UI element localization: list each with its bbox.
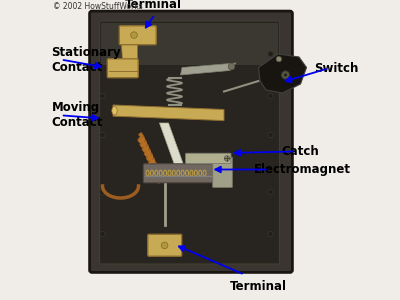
Text: Switch: Switch (314, 62, 358, 76)
Ellipse shape (224, 156, 230, 161)
Text: Stationary
Contact: Stationary Contact (52, 46, 121, 74)
Ellipse shape (100, 231, 105, 237)
FancyBboxPatch shape (143, 164, 213, 183)
Ellipse shape (268, 231, 273, 237)
FancyBboxPatch shape (186, 153, 231, 164)
Ellipse shape (284, 74, 287, 76)
Ellipse shape (112, 106, 117, 115)
Polygon shape (258, 54, 306, 93)
Ellipse shape (268, 189, 273, 195)
Ellipse shape (161, 242, 168, 249)
Ellipse shape (131, 32, 137, 38)
Text: Catch: Catch (281, 145, 319, 158)
Polygon shape (120, 44, 137, 60)
FancyBboxPatch shape (107, 59, 138, 78)
FancyBboxPatch shape (119, 26, 156, 45)
Ellipse shape (228, 63, 235, 70)
Ellipse shape (100, 51, 105, 57)
FancyBboxPatch shape (213, 157, 232, 188)
Text: © 2002 HowStuffWorks: © 2002 HowStuffWorks (53, 2, 143, 11)
Ellipse shape (268, 93, 273, 99)
Ellipse shape (268, 132, 273, 138)
Polygon shape (113, 105, 224, 121)
FancyBboxPatch shape (90, 11, 292, 272)
FancyBboxPatch shape (148, 234, 182, 256)
Polygon shape (180, 63, 236, 75)
Text: Terminal: Terminal (230, 280, 287, 292)
Polygon shape (160, 123, 190, 182)
Ellipse shape (100, 93, 105, 99)
Ellipse shape (281, 71, 290, 79)
Ellipse shape (276, 56, 282, 62)
Ellipse shape (100, 189, 105, 195)
Text: Electromagnet: Electromagnet (254, 163, 351, 176)
Text: Terminal: Terminal (125, 0, 182, 11)
Ellipse shape (100, 132, 105, 138)
Text: Moving
Contact: Moving Contact (52, 101, 103, 130)
FancyBboxPatch shape (101, 22, 278, 64)
Ellipse shape (268, 51, 273, 57)
FancyBboxPatch shape (100, 21, 280, 264)
